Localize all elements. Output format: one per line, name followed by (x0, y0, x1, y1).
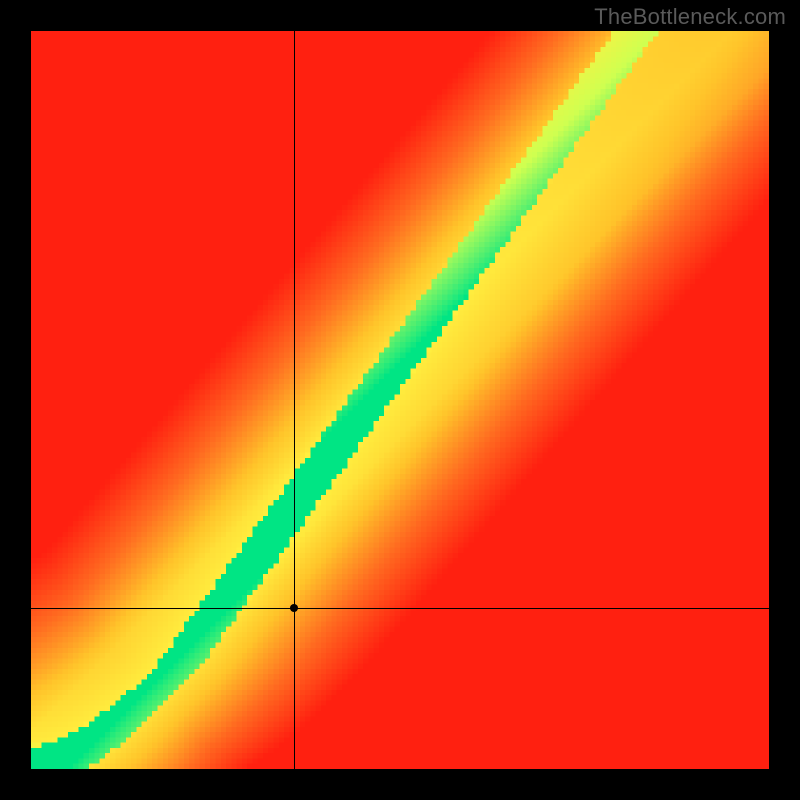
heatmap-canvas (31, 31, 769, 769)
crosshair-vertical (294, 31, 295, 769)
marker-dot (290, 604, 298, 612)
heatmap-plot (31, 31, 769, 769)
crosshair-horizontal (31, 608, 769, 609)
chart-frame: TheBottleneck.com (0, 0, 800, 800)
watermark-text: TheBottleneck.com (594, 4, 786, 30)
